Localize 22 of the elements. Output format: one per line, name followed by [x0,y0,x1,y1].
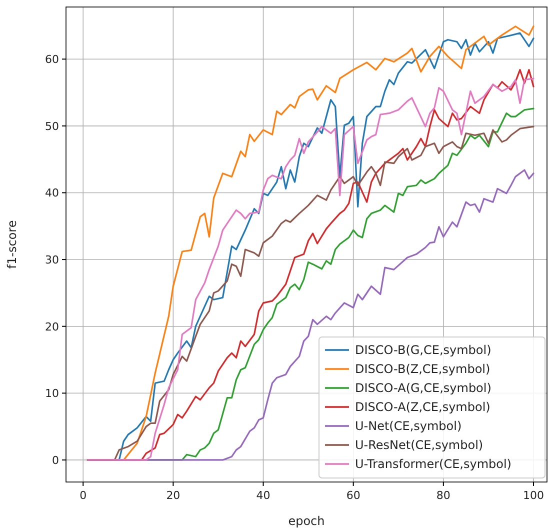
y-tick-label: 60 [45,53,59,66]
x-tick-label: 20 [166,489,180,502]
y-tick-label: 30 [45,254,59,267]
legend-label: DISCO-B(G,CE,symbol) [355,343,492,357]
legend-label: DISCO-B(Z,CE,symbol) [355,362,490,376]
y-tick-label: 50 [45,120,59,133]
legend-label: U-Transformer(CE,symbol) [355,457,512,471]
x-tick-label: 40 [256,489,270,502]
x-tick-label: 80 [436,489,450,502]
x-tick-label: 100 [522,489,544,502]
y-tick-label: 40 [45,186,59,200]
y-tick-label: 0 [52,454,59,467]
y-axis-title: f1-score [5,220,19,269]
legend-label: DISCO-A(Z,CE,symbol) [355,400,490,414]
legend-label: U-Net(CE,symbol) [355,419,462,433]
legend-label: DISCO-A(G,CE,symbol) [355,381,492,395]
x-axis-title: epoch [288,514,325,528]
x-tick-label: 0 [80,489,87,502]
y-tick-label: 10 [45,387,59,400]
x-tick-label: 60 [346,489,360,502]
legend-label: U-ResNet(CE,symbol) [355,438,484,452]
y-tick-label: 20 [45,320,59,334]
